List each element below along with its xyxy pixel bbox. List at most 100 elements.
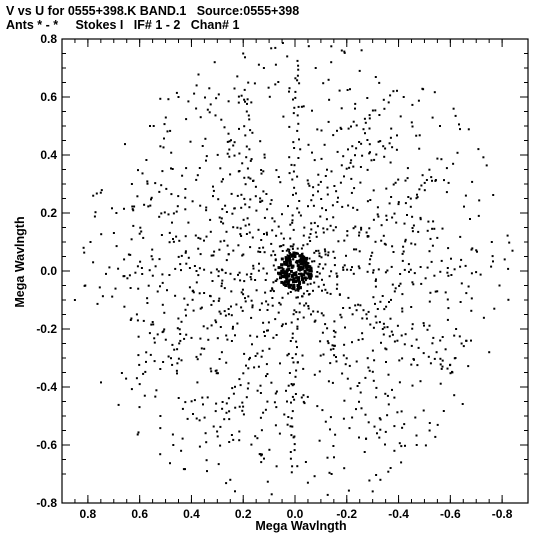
uv-point (170, 167, 172, 170)
uv-point (398, 359, 401, 362)
uv-point (251, 131, 254, 134)
uv-point (296, 296, 299, 299)
uv-point (249, 334, 252, 337)
uv-point (263, 457, 265, 460)
uv-point (318, 439, 321, 442)
uv-point (332, 250, 335, 253)
uv-point (229, 478, 232, 481)
uv-point (411, 281, 414, 284)
uv-point (439, 125, 441, 127)
uv-point (285, 249, 288, 252)
uv-point (447, 247, 450, 250)
uv-point (377, 268, 380, 271)
uv-point (252, 179, 255, 182)
uv-point (213, 61, 216, 64)
uv-point (435, 351, 438, 354)
uv-point (333, 335, 336, 338)
uv-point (316, 128, 319, 131)
uv-point (470, 297, 473, 300)
uv-point-core (289, 263, 293, 267)
uv-point (178, 239, 181, 242)
uv-point (175, 369, 178, 372)
uv-point (336, 283, 339, 286)
uv-point-core (302, 257, 306, 261)
uv-point (376, 432, 378, 435)
uv-point (223, 287, 226, 290)
uv-point (221, 269, 224, 272)
uv-point (326, 340, 329, 343)
uv-point (324, 263, 327, 266)
uv-point (335, 356, 337, 358)
uv-point (383, 155, 386, 158)
uv-point (203, 416, 206, 419)
uv-point (149, 204, 152, 207)
uv-point (397, 203, 400, 206)
uv-point (125, 377, 128, 380)
uv-point (374, 315, 377, 318)
uv-point (243, 280, 246, 283)
uv-point (314, 231, 317, 234)
uv-point (415, 338, 418, 341)
uv-point (166, 130, 169, 133)
uv-point (93, 215, 96, 218)
uv-point-core (280, 257, 284, 261)
uv-point (180, 269, 182, 272)
uv-point (215, 372, 218, 375)
uv-point (162, 361, 165, 363)
uv-point (319, 180, 322, 183)
uv-point (185, 314, 187, 317)
uv-point (386, 394, 389, 397)
uv-point (186, 417, 189, 420)
uv-point (443, 179, 445, 182)
uv-point (303, 304, 306, 307)
uv-point (301, 354, 304, 357)
uv-point (161, 281, 164, 284)
uv-point-core (295, 259, 299, 263)
uv-point-core (288, 257, 291, 261)
uv-point (280, 232, 283, 235)
uv-point (154, 395, 157, 398)
uv-point (199, 253, 202, 256)
uv-point (147, 205, 150, 208)
uv-point-core (288, 285, 292, 289)
uv-point (249, 276, 252, 278)
uv-point (281, 323, 284, 326)
uv-point (411, 323, 414, 326)
uv-point (337, 240, 340, 243)
uv-point (176, 362, 179, 365)
uv-point (260, 461, 263, 464)
uv-point (410, 242, 413, 245)
uv-point (306, 395, 309, 398)
uv-point (464, 194, 467, 197)
uv-point (177, 357, 180, 360)
uv-point (400, 461, 403, 464)
uv-point (248, 118, 251, 121)
uv-point (426, 229, 429, 232)
uv-point (287, 205, 289, 208)
uv-point (365, 313, 368, 316)
uv-point (307, 293, 310, 296)
uv-point (242, 405, 245, 408)
uv-point (370, 254, 373, 257)
uv-point (393, 290, 396, 293)
uv-point (262, 411, 265, 414)
uv-point (135, 313, 138, 316)
uv-point (329, 224, 332, 227)
uv-point (412, 358, 415, 360)
uv-point (237, 101, 240, 104)
uv-point (334, 226, 337, 229)
uv-point (180, 320, 183, 323)
uv-point (401, 252, 404, 255)
uv-point (295, 192, 297, 195)
uv-point (179, 333, 182, 335)
uv-point (204, 432, 207, 435)
uv-point (431, 116, 434, 119)
uv-point (223, 310, 226, 313)
uv-point (253, 82, 256, 85)
uv-point (288, 248, 291, 251)
uv-point (384, 147, 387, 150)
uv-point (324, 175, 327, 177)
uv-point (263, 156, 266, 159)
uv-point (326, 291, 329, 294)
uv-point (247, 382, 250, 385)
